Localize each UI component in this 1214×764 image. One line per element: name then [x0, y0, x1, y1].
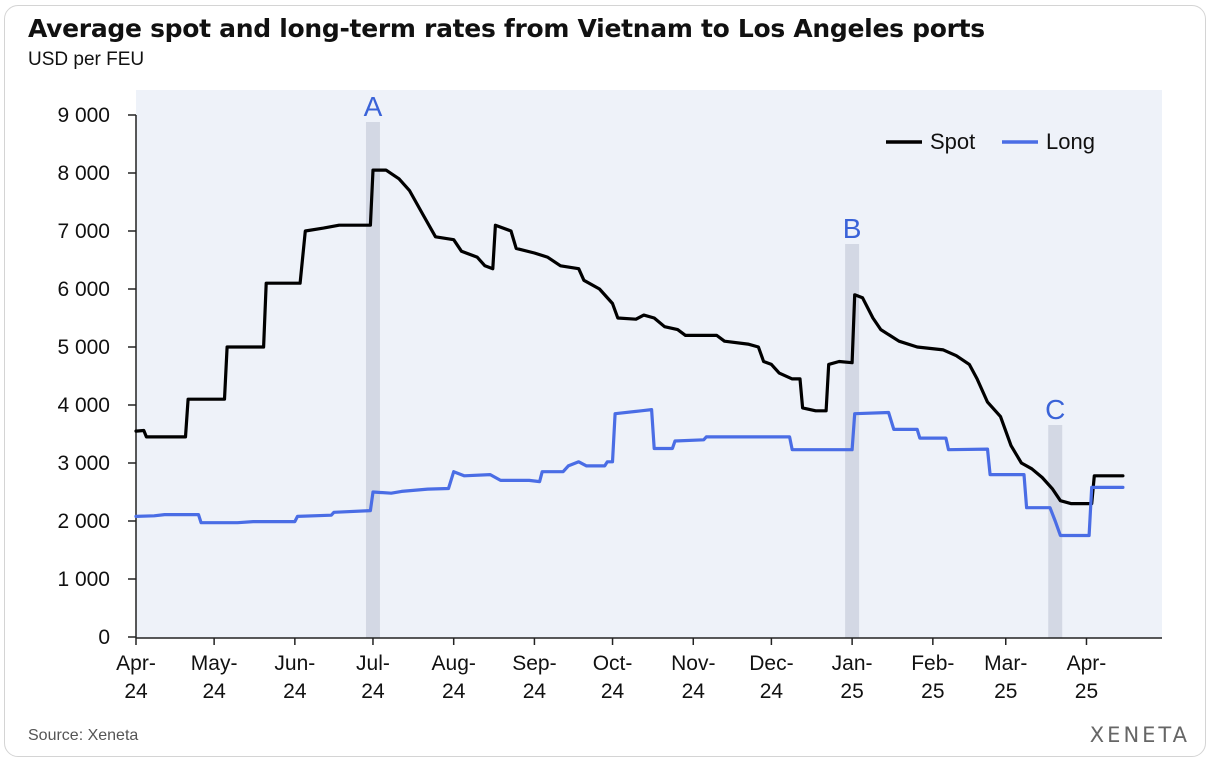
y-tick-label: 6 000	[57, 278, 110, 301]
x-tick-label: Nov-24	[671, 652, 715, 703]
x-tick-label: Feb-25	[911, 652, 954, 703]
x-tick-label: Mar-25	[984, 652, 1027, 703]
xeneta-logo: XENETA	[1089, 723, 1190, 747]
legend-label-spot: Spot	[930, 129, 975, 154]
annotation-band-c	[1048, 425, 1063, 638]
series-line-spot	[134, 168, 1125, 506]
x-tick-label: Dec-24	[749, 652, 793, 703]
series-line-long	[134, 408, 1125, 538]
y-tick-label: 7 000	[57, 220, 110, 243]
plot-area	[136, 90, 1162, 638]
annotation-label-b: B	[843, 213, 862, 244]
y-tick-label: 3 000	[57, 452, 110, 475]
source-note: Source: Xeneta	[28, 727, 139, 744]
x-tick-label: Apr-25	[1067, 652, 1107, 703]
x-tick-label: Jul-24	[356, 652, 390, 703]
x-tick-label: Aug-24	[432, 652, 476, 703]
chart-title: Average spot and long-term rates from Vi…	[28, 14, 985, 43]
x-tick-label: Apr-24	[116, 652, 156, 703]
annotation-label-c: C	[1045, 394, 1065, 425]
x-tick-label: Oct-24	[593, 652, 633, 703]
x-tick-label: Jun-24	[274, 652, 315, 703]
annotation-label-a: A	[364, 91, 383, 122]
y-tick-label: 0	[98, 626, 110, 649]
chart-subtitle: USD per FEU	[28, 49, 145, 70]
y-tick-label: 1 000	[57, 568, 110, 591]
y-tick-label: 9 000	[57, 104, 110, 127]
y-tick-label: 4 000	[57, 394, 110, 417]
x-tick-label: Sep-24	[512, 652, 556, 703]
y-tick-label: 5 000	[57, 336, 110, 359]
y-tick-label: 2 000	[57, 510, 110, 533]
x-tick-label: May-24	[191, 652, 238, 703]
legend-label-long: Long	[1046, 129, 1095, 154]
x-tick-label: Jan-25	[832, 652, 873, 703]
y-tick-label: 8 000	[57, 162, 110, 185]
